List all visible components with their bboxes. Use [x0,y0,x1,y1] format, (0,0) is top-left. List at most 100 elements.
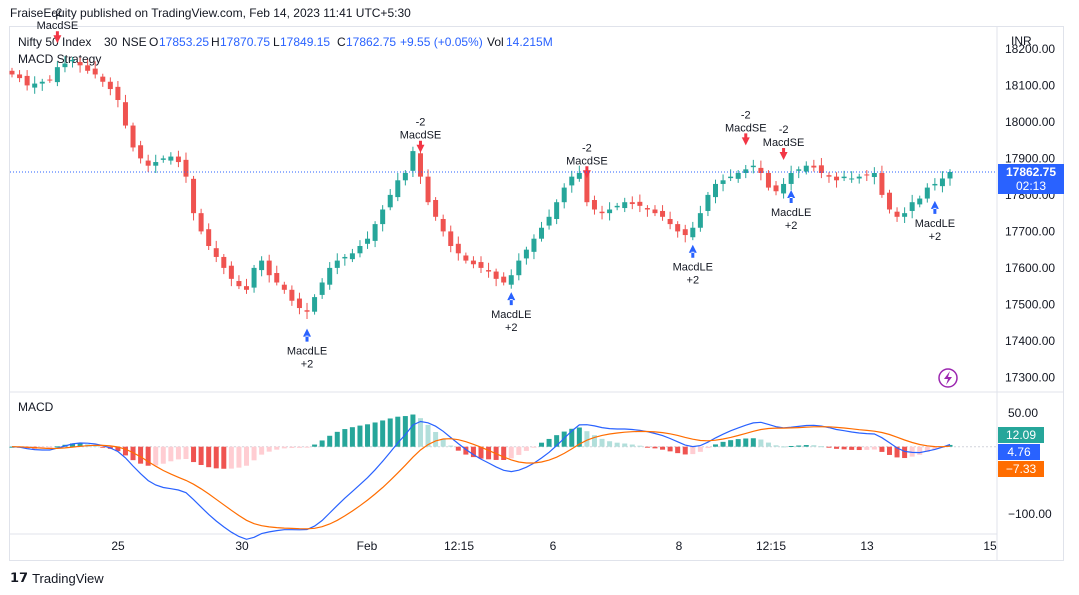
candle-body [796,169,802,171]
sell-arrow-icon [416,140,425,153]
candle-body [493,271,499,279]
histogram-bar [909,446,915,457]
macd-tick-label: −100.00 [1008,507,1052,521]
histogram-bar [531,446,537,448]
histogram-bar [652,446,658,449]
candle-body [281,284,287,290]
histogram-bar [160,446,166,464]
vol-value: 14.215M [506,35,553,49]
candle-body [803,165,809,172]
histogram-bar [886,446,892,455]
publish-caption: FraiseEquity published on TradingView.co… [10,6,411,20]
histogram-bar [849,446,855,450]
signal-label: MacdSE [37,20,79,32]
histogram-bar [917,446,923,455]
candle-body [607,209,613,214]
high-value: 17870.75 [220,35,270,49]
histogram-bar [697,446,703,452]
lightning-icon[interactable] [938,368,958,388]
candle-body [183,159,189,177]
candle-body [410,151,416,171]
footer-brand[interactable]: 𝟭𝟳 TradingView [10,570,104,586]
symbol-exchange: NSE [122,35,147,49]
price-tick-label: 18000.00 [1005,115,1055,129]
histogram-bar [637,445,643,447]
histogram-bar [417,418,423,447]
histogram-bar [834,446,840,449]
histogram-bar [145,446,151,466]
time-tick-label: 13 [860,539,874,553]
candle-body [818,165,824,173]
candle-body [728,176,734,179]
tradingview-logo-icon: 𝟭𝟳 [10,570,29,585]
candle-body [175,156,181,163]
candle-body [690,227,696,238]
histogram-bar [470,446,476,458]
histogram-bar [803,445,809,447]
candle-body [811,165,817,168]
price-tick-label: 17700.00 [1005,224,1055,238]
price-tick-label: 18200.00 [1005,42,1055,56]
histogram-bar [879,446,885,452]
histogram-bar [902,446,908,459]
candle-body [433,200,439,217]
candle-body [115,86,121,100]
histogram-bar [198,446,204,465]
candle-body [644,208,650,210]
histogram-bar [372,422,378,447]
histogram-bar [841,446,847,450]
histogram-bar [455,446,461,451]
signal-label: MacdLE [771,207,811,219]
histogram-bar [357,425,363,447]
signal-value-tag: −7.33 [1006,462,1037,476]
candle-body [357,246,363,254]
bar-countdown: 02:13 [1016,179,1046,193]
candle-body [561,187,567,203]
candle-body [841,176,847,179]
candle-body [516,260,522,276]
candle-body [637,201,643,206]
candle-body [924,187,930,199]
candle-body [327,267,333,285]
histogram-bar [312,444,318,447]
time-tick-label: 25 [111,539,125,553]
candle-body [395,180,401,198]
price-axis: 18200.0018100.0018000.0017900.0017800.00… [1005,42,1055,384]
histogram-bar [183,446,189,459]
candle-body [319,282,325,295]
price-tick-label: 17400.00 [1005,334,1055,348]
histogram-bar [274,446,280,450]
candle-body [425,176,431,203]
macd-tick-label: 50.00 [1008,406,1038,420]
candle-body [9,70,15,75]
change-value: +9.55 (+0.05%) [400,35,483,49]
candle-body [523,249,529,259]
buy-arrow-icon [787,189,796,203]
symbol-interval: 30 [104,35,118,49]
candle-body [417,153,423,177]
histogram-bar [818,446,824,448]
histogram-bar [342,429,348,447]
candle-body [228,265,234,279]
histogram-bar [864,446,870,450]
buy-arrow-icon [930,200,939,214]
candle-body [463,255,469,261]
legend: Nifty 50 Index 30 NSE O 17853.25 H 17870… [18,35,553,66]
price-tick-label: 17900.00 [1005,151,1055,165]
signal-label: MacdSE [400,130,442,142]
signal-qty: +2 [687,275,700,287]
candle-body [939,178,945,187]
candle-body [682,229,688,236]
histogram-bar [614,442,620,447]
candle-body [539,227,545,239]
histogram-bar [728,440,734,447]
histogram-bar [349,427,355,447]
strategy-signals: -2MacdSEMacdLE+2-2MacdSEMacdLE+2-2MacdSE… [37,7,955,370]
candle-body [312,297,318,312]
last-price-tag: 17862.75 02:13 [998,163,1064,194]
histogram-bar [47,446,53,449]
candle-body [334,260,340,268]
time-tick-label: 12:15 [756,539,786,553]
histogram-bar [856,446,862,451]
